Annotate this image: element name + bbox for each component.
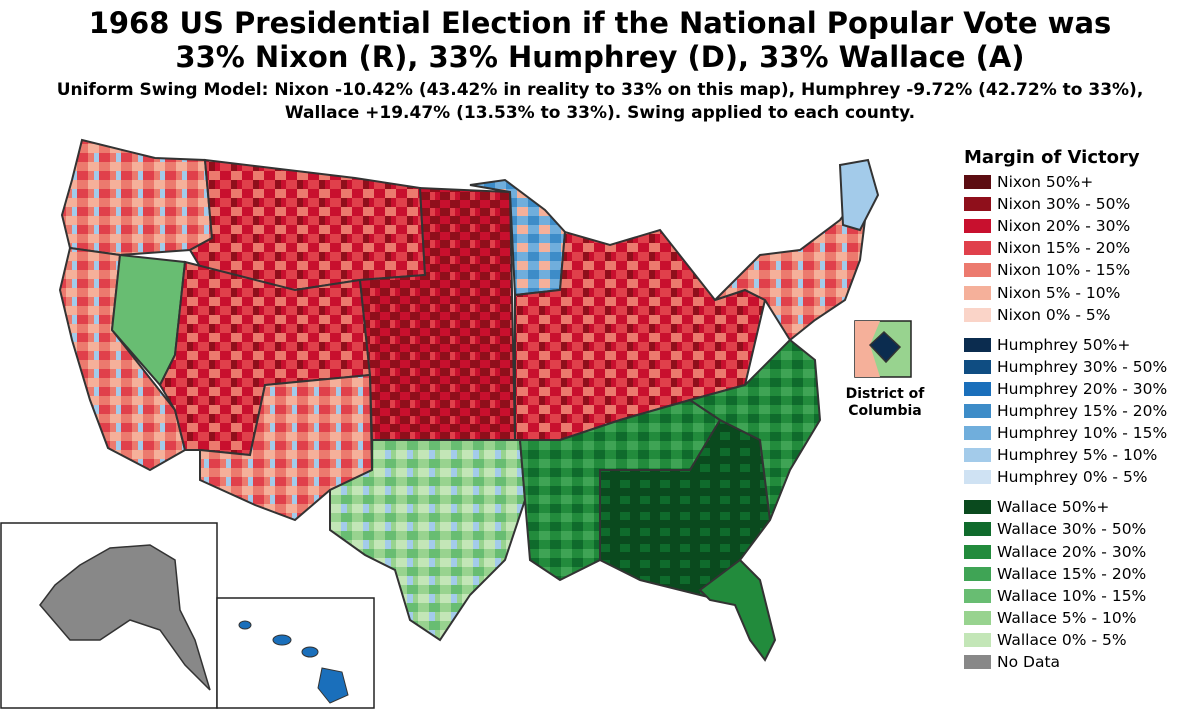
hawaii-island-2 (272, 634, 292, 646)
legend-label: Humphrey 5% - 10% (997, 446, 1158, 465)
legend-item: Humphrey 10% - 15% (964, 422, 1194, 444)
legend-label: Humphrey 50%+ (997, 335, 1131, 354)
legend-item: No Data (964, 651, 1194, 673)
legend-item: Nixon 50%+ (964, 171, 1194, 193)
hawaii-island-3 (301, 646, 319, 658)
legend: Margin of Victory Nixon 50%+ Nixon 30% - … (964, 147, 1194, 673)
map-title-line2: 33% Nixon (R), 33% Humphrey (D), 33% Wal… (175, 40, 1025, 74)
legend-swatch (964, 426, 991, 441)
legend-swatch (964, 197, 991, 212)
dc-label-line2: Columbia (848, 403, 922, 419)
region-mountain-north (188, 158, 427, 292)
legend-label: Wallace 15% - 20% (997, 564, 1147, 583)
legend-swatch (964, 307, 991, 322)
legend-item: Humphrey 50%+ (964, 334, 1194, 356)
legend-swatch (964, 337, 991, 352)
legend-item: Wallace 20% - 30% (964, 541, 1194, 563)
legend-title: Margin of Victory (964, 147, 1140, 168)
legend-label: Nixon 5% - 10% (997, 283, 1121, 302)
legend-group-gap (964, 326, 1194, 334)
legend-item: Wallace 5% - 10% (964, 607, 1194, 629)
legend-label: Nixon 0% - 5% (997, 305, 1111, 324)
legend-swatch (964, 655, 991, 670)
legend-swatch (964, 610, 991, 625)
legend-label: Nixon 50%+ (997, 173, 1094, 192)
legend-swatch (964, 359, 991, 374)
legend-item: Wallace 15% - 20% (964, 563, 1194, 585)
legend-item: Humphrey 0% - 5% (964, 466, 1194, 488)
legend-label: Humphrey 0% - 5% (997, 468, 1148, 487)
legend-swatch (964, 632, 991, 647)
legend-label: Wallace 10% - 15% (997, 586, 1147, 605)
legend-label: Wallace 20% - 30% (997, 542, 1147, 561)
legend-swatch (964, 544, 991, 559)
legend-label: Wallace 0% - 5% (997, 630, 1127, 649)
legend-swatch (964, 448, 991, 463)
map-subtitle-line1: Uniform Swing Model: Nixon -10.42% (43.4… (56, 80, 1144, 100)
region-south-atlantic (687, 338, 822, 521)
legend-label: Nixon 15% - 20% (997, 239, 1131, 258)
legend-swatch (964, 588, 991, 603)
legend-label: Nixon 30% - 50% (997, 195, 1131, 214)
legend-item: Humphrey 15% - 20% (964, 400, 1194, 422)
legend-item: Humphrey 30% - 50% (964, 356, 1194, 378)
region-maine (838, 158, 880, 232)
legend-swatch (964, 403, 991, 418)
legend-item: Wallace 50%+ (964, 496, 1194, 518)
hawaii-inset-frame (216, 597, 375, 709)
dc-inset-label: District of Columbia (840, 386, 930, 420)
legend-label: Humphrey 30% - 50% (997, 357, 1168, 376)
legend-label: Humphrey 20% - 30% (997, 379, 1168, 398)
legend-swatch (964, 566, 991, 581)
legend-label: Wallace 50%+ (997, 498, 1110, 517)
legend-item: Nixon 15% - 20% (964, 237, 1194, 259)
legend-label: Wallace 30% - 50% (997, 520, 1147, 539)
dc-label-line1: District of (845, 386, 925, 402)
legend-swatch (964, 381, 991, 396)
legend-label: No Data (997, 653, 1061, 672)
legend-label: Nixon 10% - 15% (997, 261, 1131, 280)
region-florida (698, 558, 777, 662)
legend-swatch (964, 285, 991, 300)
map-subtitle-line2: Wallace +19.47% (13.53% to 33%). Swing a… (284, 103, 916, 123)
hawaii-island-1 (238, 620, 252, 630)
legend-label: Nixon 20% - 30% (997, 217, 1131, 236)
legend-item: Nixon 30% - 50% (964, 193, 1194, 215)
legend-swatch (964, 241, 991, 256)
region-northeast (714, 176, 872, 342)
legend-swatch (964, 219, 991, 234)
legend-item: Nixon 0% - 5% (964, 304, 1194, 326)
region-pacific-northwest (60, 138, 214, 257)
dc-inset-humphrey (868, 330, 902, 364)
legend-item: Humphrey 5% - 10% (964, 444, 1194, 466)
legend-item: Wallace 0% - 5% (964, 629, 1194, 651)
alaska-shape (39, 544, 211, 691)
legend-label: Wallace 5% - 10% (997, 608, 1137, 627)
legend-item: Humphrey 20% - 30% (964, 378, 1194, 400)
legend-label: Humphrey 10% - 15% (997, 424, 1168, 443)
legend-item: Wallace 30% - 50% (964, 518, 1194, 540)
legend-label: Humphrey 15% - 20% (997, 401, 1168, 420)
legend-swatch (964, 500, 991, 515)
legend-item: Nixon 20% - 30% (964, 215, 1194, 237)
legend-group-gap (964, 488, 1194, 496)
dc-inset-nixon (855, 321, 880, 377)
legend-swatch (964, 175, 991, 190)
legend-swatch (964, 263, 991, 278)
region-plains (358, 186, 517, 441)
legend-items: Nixon 50%+ Nixon 30% - 50% Nixon 20% - 30%… (964, 171, 1194, 673)
hawaii-island-big (317, 667, 349, 704)
legend-item: Wallace 10% - 15% (964, 585, 1194, 607)
legend-item: Nixon 10% - 15% (964, 259, 1194, 281)
legend-item: Nixon 5% - 10% (964, 281, 1194, 303)
map-title-line1: 1968 US Presidential Election if the Nat… (88, 6, 1112, 40)
legend-swatch (964, 470, 991, 485)
legend-swatch (964, 522, 991, 537)
